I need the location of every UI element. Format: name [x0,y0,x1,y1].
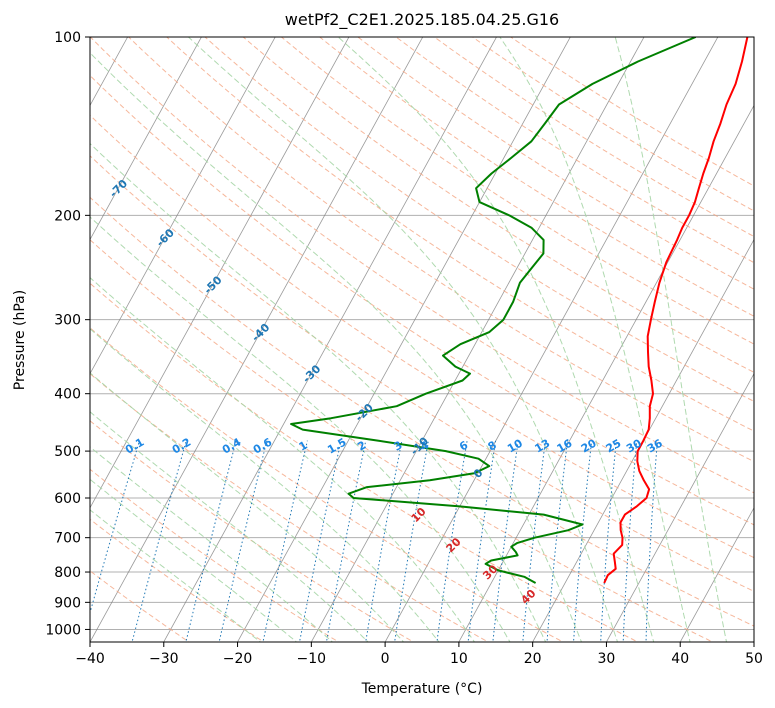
dry-adiabat-line [90,74,754,526]
isotherm-line [90,37,276,375]
x-tick-label: −40 [75,651,105,667]
y-tick-label: 100 [54,30,81,46]
moist-adiabat-line [90,411,369,642]
chart-title: wetPf2_C2E1.2025.185.04.25.G16 [285,10,559,30]
y-axis: 100 200 300 400 500 600 700 800 900 1000 [45,30,90,638]
isotherm-line [237,37,571,642]
moist-adiabat-line [90,372,405,642]
x-tick-label: 0 [381,651,390,667]
dry-adiabat-line [90,373,490,642]
y-tick-label: 1000 [45,622,81,638]
moist-adiabat-line [90,478,298,642]
moist-adiabat-line [90,328,440,642]
x-tick-label: −30 [149,651,179,667]
mixing-ratio-line [522,440,546,642]
isotherm-line [384,37,719,642]
y-tick-label: 400 [54,387,81,403]
mixing-ratio-line [467,440,497,642]
dry-adiabat-line [90,420,415,642]
mixing-ratio-line [185,440,237,642]
y-tick-label: 500 [54,444,81,460]
mixing-ratio-line [492,440,519,642]
isotherm-line [458,104,754,642]
x-tick-label: 10 [450,651,468,667]
mixing-ratio-line [394,440,429,642]
mixing-ratio-line [299,440,342,642]
isotherm-line [605,372,754,642]
moist-adiabat-line [337,37,655,642]
mixing-ratio-line [90,440,140,615]
mixing-ratio-line [218,440,268,642]
y-tick-label: 300 [54,313,81,329]
isotherm-line [163,37,497,642]
dry-adiabat-line [90,239,714,642]
moist-adiabat-line [90,276,476,642]
x-tick-label: 20 [524,651,542,667]
mixing-ratio-line [622,440,638,642]
dry-adiabat-line [90,282,639,642]
y-tick-label: 200 [54,208,81,224]
mixing-ratio-line [645,440,658,642]
x-axis: −40 −30 −20 −10 0 10 20 30 40 50 [75,642,763,667]
dry-adiabat-line [166,37,754,432]
isotherm-line [90,37,202,241]
dry-adiabat-line [90,468,340,642]
moist-adiabat-line [90,142,547,642]
dry-adiabat-line [90,518,265,642]
isotherm-line [532,238,754,642]
y-tick-label: 900 [54,595,81,611]
mixing-ratio-line [262,440,308,642]
mixing-ratio-line [365,440,403,642]
y-tick-label: 700 [54,531,81,547]
dewpoint-profile [290,37,697,584]
moist-adiabat-line [614,37,728,642]
moist-adiabat-line [187,37,619,642]
dry-adiabat-line [90,155,754,592]
x-tick-label: 30 [598,651,616,667]
mixing-ratio-line [436,440,468,642]
moist-adiabat-line [90,216,511,642]
x-tick-label: 50 [745,651,763,667]
dry-adiabat-line [90,570,190,642]
isotherm-line [310,37,645,642]
isotherm-line [679,507,754,642]
isotherm-line [90,37,424,642]
mixing-ratio-line [325,440,367,642]
dry-adiabat-line [242,37,754,373]
x-tick-label: −10 [297,651,327,667]
y-axis-title: Pressure (hPa) [12,290,28,390]
x-tick-label: −20 [223,651,253,667]
temperature-profile [603,37,749,584]
dry-adiabat-line [90,196,754,627]
mixing-ratio-line [546,440,568,642]
x-tick-label: 40 [671,651,689,667]
dry-adiabat-line [90,114,754,559]
plot-frame [89,36,755,643]
mixing-ratio-line [572,440,593,642]
y-tick-label: 800 [54,565,81,581]
dry-adiabat-line [90,327,565,642]
x-axis-title: Temperature (°C) [361,681,483,697]
moist-adiabat-line [90,446,334,642]
mixing-ratio-line [600,440,617,642]
y-tick-label: 600 [54,491,81,507]
dry-adiabat-line [204,37,754,403]
plot-lines [90,37,754,642]
mixing-ratio-line [131,440,187,642]
isotherm-line [90,37,350,509]
dry-adiabat-line [127,37,754,463]
